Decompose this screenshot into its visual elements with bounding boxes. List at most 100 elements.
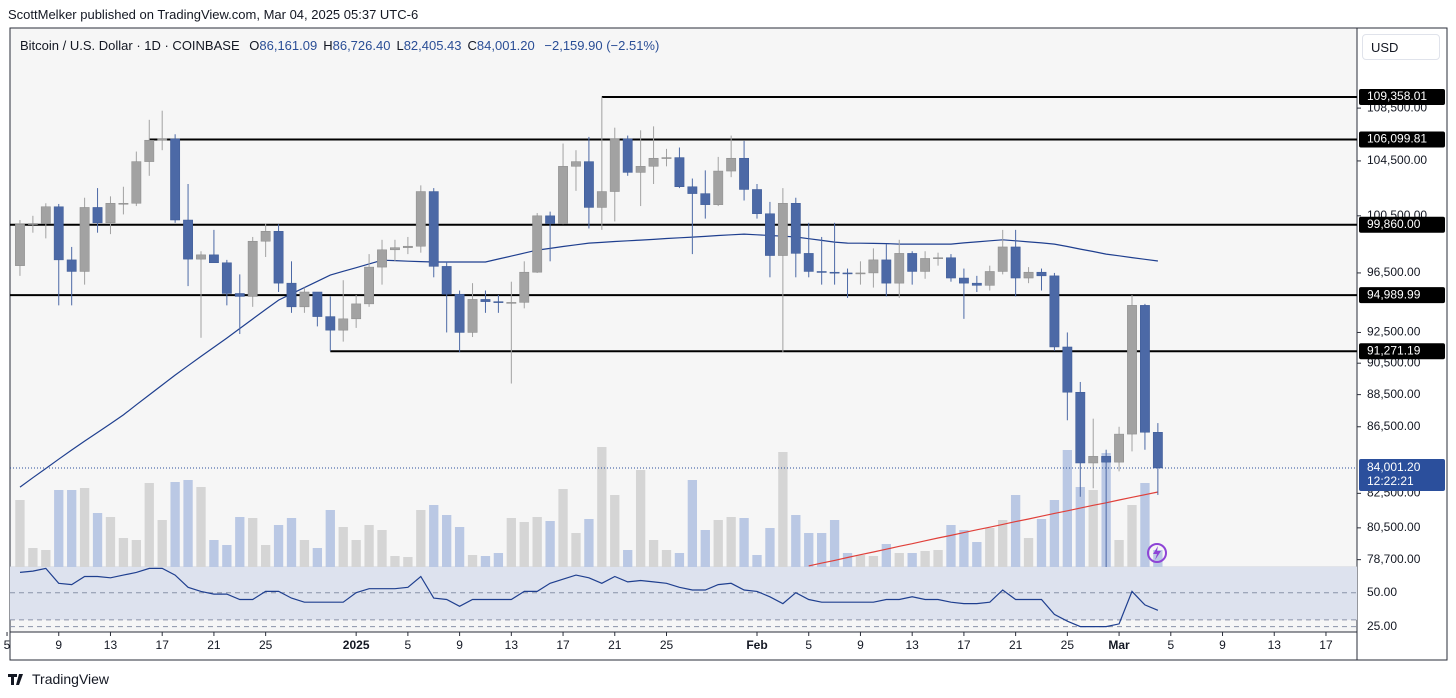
volume-bar	[15, 500, 25, 567]
volume-bar	[778, 452, 788, 567]
volume-bar	[222, 545, 232, 567]
candle-body	[971, 282, 982, 286]
volume-bar	[248, 518, 258, 567]
candle-body	[480, 299, 491, 302]
volume-bar	[131, 540, 141, 567]
price-pane	[10, 96, 1357, 567]
x-tick-label: 13	[104, 638, 118, 652]
volume-bar	[273, 525, 284, 567]
volume-bar	[144, 483, 154, 567]
y-tick-label: 104,500.00	[1367, 153, 1427, 167]
candle-body	[726, 157, 737, 172]
x-tick-label: 25	[1061, 638, 1075, 652]
candle-body	[260, 231, 271, 242]
ohlc: O86,161.09 H86,726.40 L82,405.43 C84,001.20	[243, 38, 535, 53]
level-label: 94,989.99	[1367, 287, 1421, 301]
volume-bar	[700, 530, 710, 567]
x-tick-label: Feb	[746, 638, 767, 652]
volume-bar	[597, 447, 607, 567]
volume-bar	[1036, 519, 1047, 567]
candle-body	[933, 257, 943, 259]
volume-bar	[325, 510, 335, 567]
candle-body	[493, 301, 504, 303]
candle-body	[1049, 275, 1060, 348]
volume-bar	[946, 525, 956, 567]
candle-body	[377, 249, 387, 268]
volume-bar	[351, 540, 361, 567]
candle-body	[584, 161, 594, 208]
level-label-box	[1359, 343, 1445, 360]
level-label: 106,099.81	[1367, 132, 1427, 146]
rsi-pane	[10, 567, 1357, 628]
volume-bar	[519, 522, 529, 567]
volume-bar	[79, 488, 90, 567]
currency-button[interactable]: USD	[1362, 34, 1440, 60]
volume-bar	[661, 550, 672, 567]
volume-bar	[1075, 487, 1085, 567]
candle-body	[532, 215, 543, 273]
change: −2,159.90 (−2.51%)	[544, 38, 660, 53]
volume-bar	[403, 557, 413, 567]
candle-body	[118, 203, 129, 205]
volume-bar	[416, 510, 426, 567]
candle-body	[105, 203, 116, 224]
volume-bar	[545, 521, 555, 567]
volume-bar	[804, 533, 814, 567]
y-tick-label: 80,500.00	[1367, 520, 1421, 534]
volume-bar	[855, 555, 866, 567]
candle-body	[27, 223, 38, 225]
volume-bar	[157, 520, 167, 567]
volume-bar	[1023, 538, 1034, 567]
volume-bar	[532, 517, 542, 567]
volume-bar	[454, 527, 465, 567]
level-label-box	[1359, 131, 1445, 148]
rsi-band	[10, 567, 1357, 620]
volume-bar	[959, 530, 969, 567]
volume-bar	[338, 527, 348, 567]
candle-body	[920, 258, 931, 272]
candle-body	[958, 277, 969, 284]
volume-bar	[674, 553, 685, 567]
last-price-box	[1359, 458, 1445, 491]
legend: Bitcoin / U.S. Dollar · 1D · COINBASE O8…	[20, 38, 659, 53]
candle-body	[635, 166, 646, 173]
candle-body	[1140, 305, 1150, 433]
volume-bar	[907, 553, 917, 567]
volume-bar	[312, 548, 323, 567]
level-label-box	[1359, 89, 1445, 106]
candle-body	[881, 259, 892, 284]
candle-body	[661, 157, 672, 159]
volume-bar	[442, 515, 452, 567]
x-tick-label: Mar	[1108, 638, 1130, 652]
legend-value: 84,001.20	[476, 38, 535, 53]
volume-bar	[765, 528, 775, 567]
candle-body	[15, 223, 25, 266]
candle-body	[868, 259, 879, 274]
candle-body	[234, 293, 245, 297]
candle-body	[92, 207, 103, 224]
volume-bar	[713, 520, 723, 567]
logo	[8, 543, 1167, 685]
candle-body	[1152, 432, 1163, 469]
volume-bar	[54, 490, 64, 567]
volume-bar	[687, 480, 698, 567]
candle-body	[183, 219, 193, 260]
candle-body	[687, 186, 698, 194]
x-tick-label: 5	[405, 638, 412, 652]
volume-bar	[842, 553, 853, 567]
x-tick-label: 25	[660, 638, 674, 652]
x-tick-label: 17	[957, 638, 971, 652]
candle-body	[221, 262, 232, 294]
x-tick-label: 17	[156, 638, 170, 652]
x-tick-label: 9	[857, 638, 864, 652]
candle-body	[170, 138, 181, 221]
candle-body	[894, 253, 905, 284]
level-label: 109,358.01	[1367, 89, 1427, 103]
candle-body	[390, 247, 400, 251]
rsi-tick-label: 50.00	[1367, 585, 1397, 599]
candle-body	[286, 282, 297, 308]
candle-body	[1114, 433, 1124, 463]
candle-body	[765, 213, 775, 256]
candle-body	[984, 271, 995, 286]
candle-body	[428, 191, 439, 267]
